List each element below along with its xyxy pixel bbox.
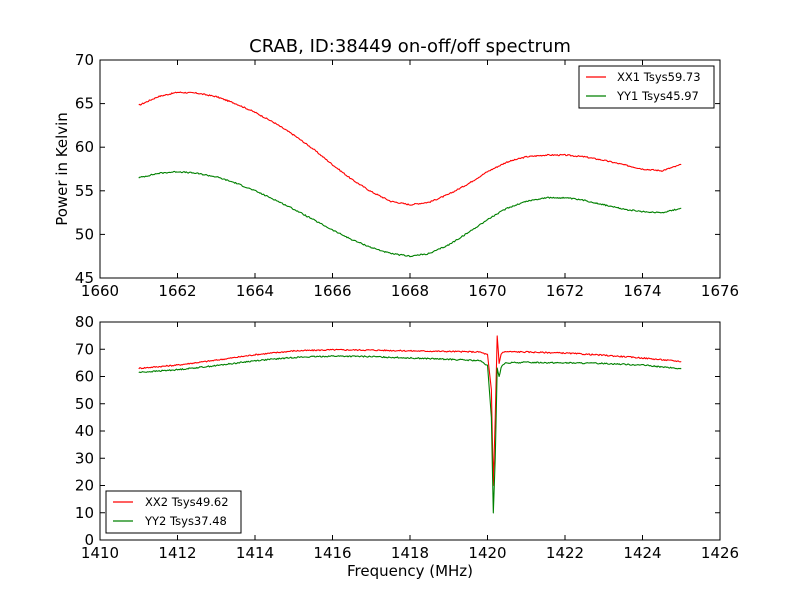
bottom-xtick-label-3: 1416 [313, 544, 351, 562]
bottom-ytick-label-3: 30 [75, 449, 94, 467]
top-ytick-label-0: 45 [75, 269, 94, 287]
bottom-panel-series [138, 335, 682, 514]
bottom-panel-ticks: 1410 1412 1414 1416 1418 1420 1422 1424 1426 0 10 2… [75, 313, 739, 562]
top-xtick-label-5: 1670 [468, 282, 506, 300]
bottom-xtick-label-1: 1412 [158, 544, 196, 562]
top-ytick-label-1: 50 [75, 225, 94, 243]
top-panel: 1660 1662 1664 1666 1668 1670 1672 1674 1676 45 50… [53, 51, 739, 300]
top-panel-legend: XX1 Tsys59.73 YY1 Tsys45.97 [578, 65, 715, 109]
bottom-ytick-label-0: 0 [84, 531, 94, 549]
top-series-line-1 [138, 170, 682, 258]
top-xtick-label-6: 1672 [546, 282, 584, 300]
bottom-panel-xlabel: Frequency (MHz) [347, 562, 473, 580]
top-ytick-label-5: 70 [75, 51, 94, 69]
top-ytick-label-2: 55 [75, 182, 94, 200]
top-xtick-label-1: 1662 [158, 282, 196, 300]
top-panel-legend-box [578, 65, 715, 109]
top-xtick-label-0: 1660 [81, 282, 119, 300]
top-panel-series [138, 91, 682, 258]
bottom-panel-legend-box [105, 490, 242, 534]
bottom-series-line-1 [138, 355, 682, 514]
chart-title: CRAB, ID:38449 on-off/off spectrum [249, 36, 571, 57]
top-xtick-label-7: 1674 [623, 282, 661, 300]
top-xtick-label-4: 1668 [391, 282, 429, 300]
top-ytick-label-3: 60 [75, 138, 94, 156]
top-series-line-0 [138, 91, 682, 206]
top-xtick-label-2: 1664 [236, 282, 274, 300]
bottom-panel: 1410 1412 1414 1416 1418 1420 1422 1424 1426 0 10 2… [75, 313, 739, 580]
bottom-xtick-label-8: 1426 [701, 544, 739, 562]
bottom-ytick-label-7: 70 [75, 340, 94, 358]
bottom-panel-legend: XX2 Tsys49.62 YY2 Tsys37.48 [105, 490, 242, 534]
bottom-xtick-label-5: 1420 [468, 544, 506, 562]
bottom-xtick-label-4: 1418 [391, 544, 429, 562]
bottom-ytick-label-2: 20 [75, 477, 94, 495]
top-panel-ticks: 1660 1662 1664 1666 1668 1670 1672 1674 1676 45 50… [75, 51, 739, 300]
bottom-xtick-label-0: 1410 [81, 544, 119, 562]
bottom-xtick-label-6: 1422 [546, 544, 584, 562]
bottom-xtick-label-2: 1414 [236, 544, 274, 562]
top-panel-ylabel: Power in Kelvin [53, 112, 71, 226]
top-xtick-label-8: 1676 [701, 282, 739, 300]
top-xtick-label-3: 1666 [313, 282, 351, 300]
bottom-ytick-label-8: 80 [75, 313, 94, 331]
bottom-ytick-label-1: 10 [75, 504, 94, 522]
legend-label-yy2: YY2 Tsys37.48 [144, 514, 227, 528]
legend-label-yy1: YY1 Tsys45.97 [616, 89, 699, 103]
bottom-series-line-0 [138, 335, 682, 487]
bottom-ytick-label-5: 50 [75, 395, 94, 413]
bottom-ytick-label-4: 40 [75, 422, 94, 440]
bottom-xtick-label-7: 1424 [623, 544, 661, 562]
legend-label-xx2: XX2 Tsys49.62 [145, 495, 229, 509]
bottom-ytick-label-6: 60 [75, 368, 94, 386]
legend-label-xx1: XX1 Tsys59.73 [617, 70, 701, 84]
top-ytick-label-4: 65 [75, 95, 94, 113]
